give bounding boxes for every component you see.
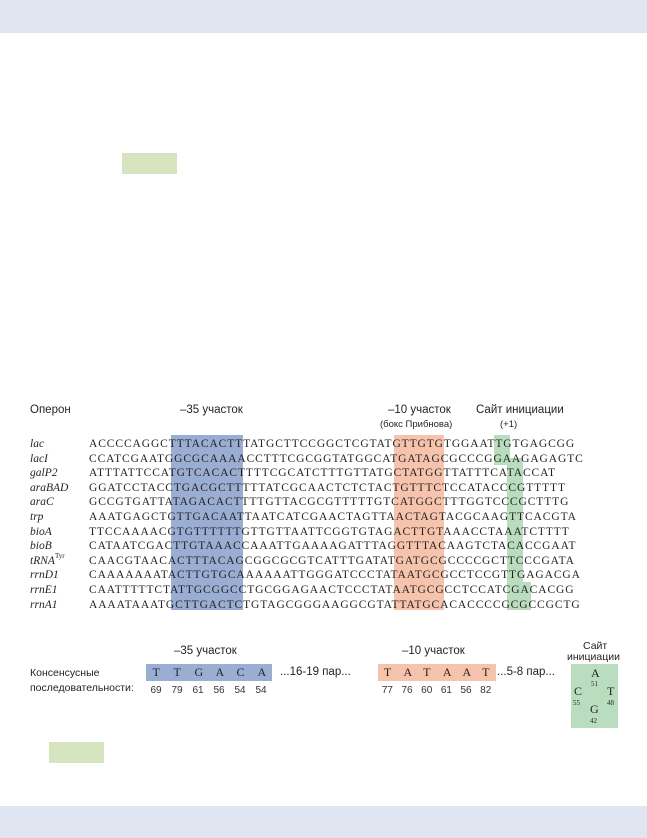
operon-name: trp <box>30 511 44 523</box>
start-base-a: A <box>591 666 600 680</box>
start-pct-c: 55 <box>573 699 580 707</box>
consensus-percent: 54 <box>234 685 246 696</box>
dna-sequence: CATAATCGACTTGTAAACCAAATTGAAAAGATTTAGGTTT… <box>89 540 577 553</box>
consensus-base: T <box>152 665 160 679</box>
dna-sequence: ACCCCAGGCTTTACACTTTATGCTTCCGGCTCGTATGTTG… <box>89 438 576 450</box>
start-site-column-b <box>507 458 523 582</box>
region-10-column <box>394 435 444 610</box>
dna-sequence: TTCCAAAACGTGTTTTTTGTTGTTAATTCGGTGTAGACTT… <box>89 525 570 538</box>
operon-name: bioA <box>30 525 52 538</box>
start-pct-t: 48 <box>607 699 614 707</box>
operon-name: lacI <box>30 452 48 465</box>
start-base-t: T <box>607 684 615 698</box>
consensus-base: T <box>173 665 181 679</box>
consensus-label-line2: последовательности: <box>30 682 134 694</box>
consensus-base: A <box>215 665 225 679</box>
start-site-column-a <box>494 435 510 465</box>
dna-sequence: ATTTATTCCATGTCACACTTTTCGCATCTTTGTTATGCTA… <box>89 467 556 480</box>
consensus-base: C <box>236 665 245 679</box>
consensus-region-35-header: –35 участок <box>174 645 237 657</box>
dna-sequence: CAACGTAACACTTTACAGCGGCGCGTCATTTGATATGATG… <box>89 554 575 567</box>
consensus-base: T <box>423 665 431 679</box>
consensus-percent: 82 <box>480 685 492 696</box>
consensus-percent: 76 <box>401 685 413 696</box>
consensus-label: Консенсусные последовательности: <box>30 666 134 696</box>
dna-sequence: GCCGTGATTATAGACACTTTTGTTACGCGTTTTTGTCATG… <box>89 496 570 509</box>
consensus-percent: 61 <box>192 685 204 696</box>
operon-name: tRNA <box>30 554 55 567</box>
region-35-header: –35 участок <box>180 404 243 416</box>
consensus-percent: 60 <box>421 685 433 696</box>
consensus-start-label-1: Сайт <box>583 640 608 652</box>
dna-sequence: GGATCCTACCTGACGCTTTTTATCGCAACTCTCTACTGTT… <box>89 481 566 494</box>
consensus-percent: 56 <box>460 685 472 696</box>
consensus-base: A <box>462 665 472 679</box>
gap-16-19: ...16-19 пар... <box>280 666 351 678</box>
start-pct-a: 51 <box>591 680 598 688</box>
highlight-tag-bottom <box>49 742 104 763</box>
dna-sequence: CAATTTTTCTATTGCGGCCTGCGGAGAACTCCCTATAATG… <box>89 584 575 596</box>
region-10-header: –10 участок <box>388 404 451 416</box>
consensus-base: A <box>403 665 413 679</box>
consensus-percent: 77 <box>381 685 393 696</box>
operon-name: lac <box>30 438 45 450</box>
start-base-c: C <box>574 684 583 698</box>
consensus-region-10-header: –10 участок <box>402 645 465 657</box>
operon-name: rrnD1 <box>30 569 59 582</box>
highlight-tag-top <box>122 153 177 174</box>
consensus-base: G <box>194 665 204 679</box>
gap-5-8: ...5-8 пар... <box>497 666 556 678</box>
top-band <box>0 0 647 33</box>
bottom-band <box>0 806 647 838</box>
consensus-base: A <box>442 665 452 679</box>
consensus-percent: 69 <box>150 685 162 696</box>
operon-name: rrnA1 <box>30 598 58 611</box>
start-base-g: G <box>590 702 599 716</box>
start-pct-g: 42 <box>590 717 597 725</box>
dna-sequence: CCATCGAATGGCGCAAAACCTTTCGCGGTATGGCATGATA… <box>89 452 584 465</box>
dna-sequence: CAAAAAAATACTTGTGCAAAAAATTGGGATCCCTATAATG… <box>89 569 581 582</box>
consensus-percent: 79 <box>171 685 183 696</box>
region-35-column <box>171 435 243 610</box>
operon-name: araC <box>30 496 54 509</box>
consensus-label-line1: Консенсусные <box>30 667 100 679</box>
consensus-base: T <box>482 665 490 679</box>
plus-one-label: (+1) <box>500 419 518 430</box>
operon-name: bioB <box>30 540 52 553</box>
operon-name: araBAD <box>30 481 69 494</box>
operon-name: galP2 <box>30 467 58 480</box>
consensus-base: T <box>383 665 392 679</box>
start-site-column-c <box>507 582 531 610</box>
operon-header: Оперон <box>30 404 71 416</box>
consensus-percent: 54 <box>255 685 267 696</box>
operon-name-superscript: Tyr <box>55 551 65 560</box>
operon-name: rrnE1 <box>30 584 58 596</box>
dna-sequence: AAAATAAATGCTTGACTCTGTAGCGGGAAGGCGTATTATG… <box>89 598 581 611</box>
start-site-header: Сайт инициации <box>476 404 564 416</box>
consensus-start-label-2: инициации <box>567 651 620 663</box>
consensus-base: A <box>257 665 267 679</box>
consensus-percent: 56 <box>213 685 225 696</box>
consensus-start-box: A 51 C 55 T 48 G 42 <box>571 664 618 728</box>
consensus-percent: 61 <box>440 685 452 696</box>
dna-sequence: AAATGAGCTGTTGACAATTAATCATCGAACTAGTTAACTA… <box>89 511 577 523</box>
pribnow-box-label: (бокс Прибнова) <box>380 419 453 430</box>
